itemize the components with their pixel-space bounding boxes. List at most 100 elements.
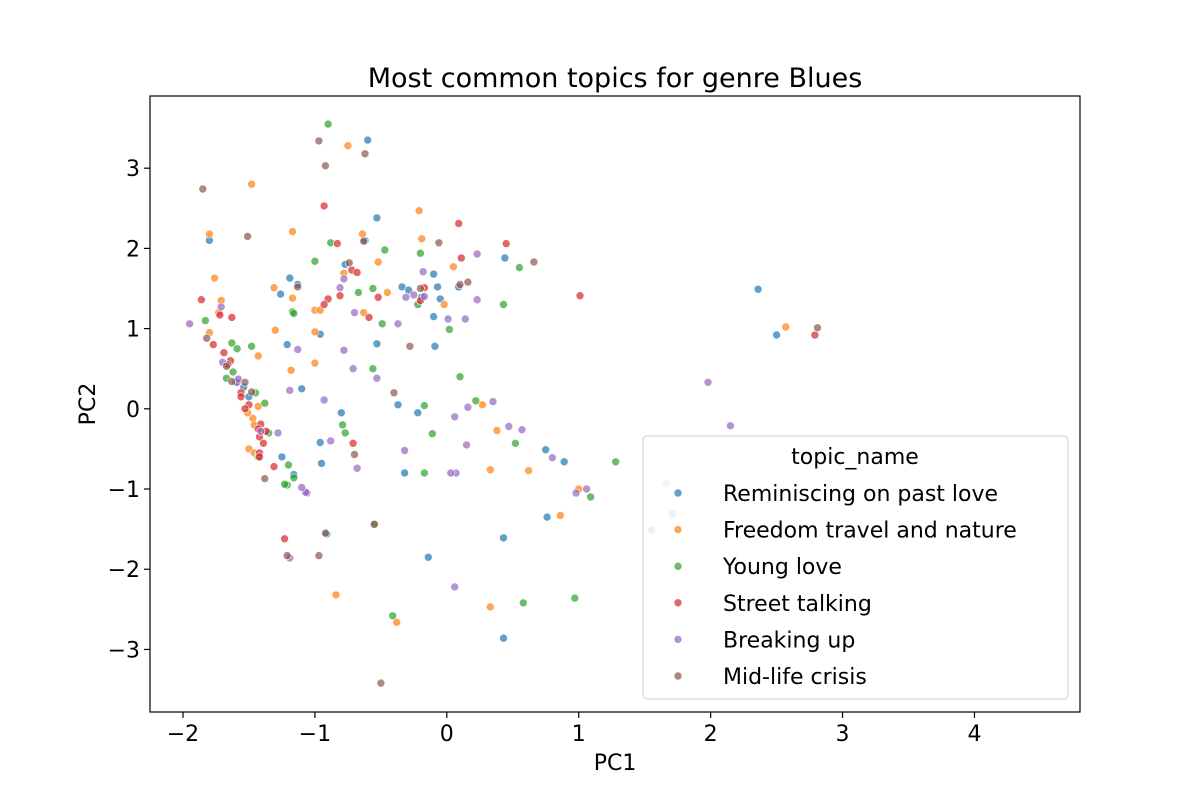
- y-tick-label: 3: [126, 157, 140, 182]
- data-point-series-4: [393, 319, 403, 329]
- data-point-series-5: [369, 519, 379, 529]
- data-point-series-0: [429, 312, 438, 321]
- data-point-series-1: [478, 400, 487, 410]
- data-point-series-1: [485, 465, 495, 475]
- data-point-series-2: [471, 396, 481, 406]
- x-tick-label: −1: [299, 722, 331, 747]
- data-point-series-1: [555, 511, 565, 520]
- data-point-series-1: [392, 617, 402, 627]
- data-point-series-2: [227, 338, 237, 348]
- data-point-series-4: [339, 345, 349, 355]
- data-point-series-2: [420, 468, 429, 478]
- data-point-series-4: [418, 267, 428, 277]
- y-tick-label: 2: [126, 237, 140, 262]
- data-point-series-2: [420, 401, 429, 410]
- data-point-series-2: [354, 288, 363, 297]
- data-point-series-1: [253, 351, 263, 361]
- data-point-series-0: [400, 468, 409, 478]
- data-point-series-5: [314, 136, 324, 146]
- legend-label: Mid-life crisis: [723, 665, 867, 690]
- data-point-series-2: [511, 438, 520, 448]
- data-point-series-5: [282, 551, 292, 560]
- data-point-series-4: [372, 373, 382, 383]
- data-point-series-5: [243, 232, 252, 241]
- data-point-series-5: [359, 236, 369, 246]
- data-point-series-4: [352, 463, 362, 473]
- data-point-series-0: [772, 330, 781, 340]
- data-point-series-1: [310, 358, 320, 368]
- data-point-series-5: [321, 161, 330, 171]
- data-point-series-1: [210, 273, 219, 283]
- data-point-series-4: [326, 436, 336, 446]
- data-point-series-2: [388, 611, 398, 621]
- data-point-series-3: [319, 300, 329, 309]
- data-point-series-4: [463, 402, 473, 412]
- data-point-series-4: [488, 397, 498, 406]
- data-point-series-1: [781, 322, 791, 332]
- data-point-series-4: [409, 290, 419, 300]
- data-point-series-2: [380, 245, 390, 255]
- data-point-series-1: [439, 300, 449, 309]
- y-tick-label: 0: [126, 398, 140, 423]
- data-point-series-2: [232, 344, 242, 354]
- data-point-series-2: [416, 248, 425, 258]
- data-point-series-5: [240, 377, 250, 387]
- x-tick-label: 2: [704, 722, 718, 747]
- data-point-series-4: [450, 412, 460, 422]
- data-point-series-3: [332, 239, 342, 248]
- legend-marker: [673, 561, 683, 571]
- data-point-series-3: [335, 291, 345, 301]
- data-point-series-4: [582, 484, 591, 494]
- data-point-series-3: [215, 310, 225, 320]
- data-point-series-4: [726, 421, 735, 431]
- data-point-series-4: [547, 453, 557, 463]
- data-point-series-4: [462, 440, 471, 450]
- data-point-series-2: [515, 263, 524, 272]
- data-point-series-4: [703, 377, 713, 387]
- data-point-series-4: [256, 426, 266, 436]
- y-tick-label: −1: [108, 478, 140, 503]
- data-point-series-3: [240, 404, 250, 414]
- data-point-series-0: [276, 289, 285, 299]
- legend-marker: [673, 671, 683, 681]
- data-point-series-0: [297, 384, 307, 394]
- x-tick-label: 0: [440, 722, 454, 747]
- data-point-series-0: [277, 452, 287, 462]
- data-point-series-3: [219, 348, 229, 358]
- data-point-series-2: [570, 593, 580, 603]
- data-point-series-4: [446, 468, 456, 478]
- data-point-series-2: [289, 309, 299, 318]
- data-point-series-0: [499, 633, 508, 643]
- data-point-series-4: [339, 274, 349, 284]
- data-point-series-5: [202, 333, 211, 343]
- data-point-series-3: [236, 392, 246, 402]
- data-point-series-4: [285, 386, 295, 395]
- data-point-series-0: [336, 408, 346, 418]
- data-point-series-5: [260, 474, 270, 483]
- data-point-series-1: [417, 234, 427, 244]
- data-point-series-5: [293, 282, 303, 292]
- data-point-series-2: [228, 367, 238, 377]
- data-point-series-5: [198, 184, 208, 194]
- chart-title: Most common topics for genre Blues: [368, 63, 863, 94]
- data-point-series-3: [255, 452, 264, 462]
- data-point-series-4: [350, 308, 359, 317]
- data-point-series-5: [344, 258, 354, 268]
- data-point-series-0: [315, 438, 325, 447]
- data-point-series-4: [273, 428, 283, 438]
- data-point-series-4: [185, 319, 194, 329]
- data-point-series-4: [401, 292, 411, 302]
- data-point-series-2: [338, 420, 347, 430]
- data-point-series-4: [216, 302, 226, 312]
- data-point-series-0: [500, 253, 510, 263]
- data-point-series-3: [227, 313, 237, 322]
- data-point-series-2: [284, 460, 293, 470]
- data-point-series-2: [499, 300, 508, 309]
- data-point-series-2: [280, 479, 289, 489]
- data-point-series-0: [433, 282, 442, 292]
- data-point-series-3: [501, 239, 511, 248]
- legend-title: topic_name: [791, 445, 919, 470]
- data-point-series-1: [205, 229, 214, 239]
- data-point-series-3: [454, 219, 464, 228]
